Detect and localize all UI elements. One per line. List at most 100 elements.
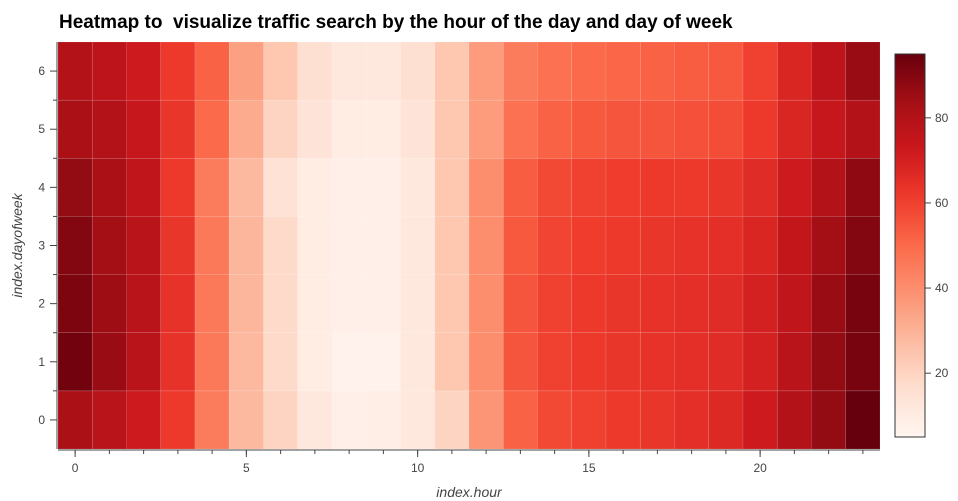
heatmap-cell: [845, 274, 881, 334]
heatmap-cell: [365, 332, 401, 392]
heatmap-cell: [502, 41, 538, 101]
y-tick-label: 2: [38, 297, 45, 311]
heatmap-cell: [708, 332, 744, 392]
heatmap-cell: [845, 157, 881, 217]
heatmap-cell: [228, 41, 264, 101]
heatmap-cell: [742, 99, 778, 159]
heatmap-cell: [331, 332, 367, 392]
heatmap-cell: [502, 274, 538, 334]
heatmap-cell: [297, 274, 333, 334]
heatmap-cell: [400, 274, 436, 334]
heatmap-cell: [537, 332, 573, 392]
heatmap-cell: [365, 274, 401, 334]
heatmap-cell: [228, 332, 264, 392]
heatmap-cell: [811, 41, 847, 101]
heatmap-cell: [126, 216, 162, 275]
heatmap-cell: [126, 332, 162, 392]
heatmap-cell: [537, 274, 573, 334]
heatmap-cell: [742, 157, 778, 217]
heatmap-cell: [605, 99, 641, 159]
x-tick-label: 5: [243, 461, 250, 475]
heatmap-cell: [194, 390, 230, 450]
heatmap-cell: [776, 157, 812, 217]
heatmap-cell: [400, 216, 436, 275]
heatmap-cell: [57, 216, 93, 275]
y-tick-label: 1: [38, 355, 45, 369]
heatmap-cell: [434, 274, 470, 334]
heatmap-cell: [468, 332, 504, 392]
heatmap-cell: [126, 274, 162, 334]
heatmap-cell: [708, 157, 744, 217]
heatmap-cell: [194, 274, 230, 334]
heatmap-cell: [160, 274, 196, 334]
heatmap-cell: [331, 216, 367, 275]
chart-title: Heatmap to visualize traffic search by t…: [59, 12, 733, 33]
heatmap-cell: [537, 41, 573, 101]
heatmap-cell: [468, 157, 504, 217]
heatmap-cell: [674, 274, 710, 334]
heatmap-cell: [91, 332, 127, 392]
x-tick-label: 0: [72, 461, 79, 475]
heatmap-cell: [776, 274, 812, 334]
heatmap-cell: [537, 390, 573, 450]
heatmap-cell: [57, 157, 93, 217]
heatmap-cell: [776, 41, 812, 101]
heatmap-cell: [502, 157, 538, 217]
heatmap-cell: [571, 216, 607, 275]
heatmap-cell: [331, 390, 367, 450]
heatmap-cell: [811, 274, 847, 334]
heatmap-cell: [126, 390, 162, 450]
heatmap-cell: [605, 390, 641, 450]
heatmap-cell: [708, 390, 744, 450]
colorbar-tick-label: 60: [935, 196, 949, 210]
heatmap-cell: [468, 274, 504, 334]
heatmap-cell: [571, 390, 607, 450]
colorbar: [894, 53, 926, 438]
heatmap-cell: [674, 332, 710, 392]
heatmap-cell: [674, 216, 710, 275]
heatmap-cell: [845, 41, 881, 101]
heatmap-cell: [57, 390, 93, 450]
heatmap-cell: [228, 274, 264, 334]
heatmap-cell: [845, 216, 881, 275]
heatmap-cell: [160, 390, 196, 450]
heatmap-cell: [811, 216, 847, 275]
heatmap-cell: [639, 41, 675, 101]
heatmap-cell: [297, 216, 333, 275]
heatmap-cell: [434, 390, 470, 450]
heatmap-cell: [228, 216, 264, 275]
heatmap-cell: [502, 390, 538, 450]
heatmap-cell: [126, 157, 162, 217]
heatmap-cell: [263, 41, 299, 101]
heatmap-cell: [194, 157, 230, 217]
heatmap-cell: [845, 332, 881, 392]
heatmap-cell: [365, 157, 401, 217]
heatmap-cell: [126, 99, 162, 159]
heatmap-cell: [434, 332, 470, 392]
heatmap-cell: [537, 216, 573, 275]
heatmap-cell: [639, 157, 675, 217]
heatmap-cell: [537, 157, 573, 217]
heatmap-cell: [708, 216, 744, 275]
heatmap-cell: [434, 157, 470, 217]
colorbar-tick-label: 20: [935, 366, 949, 380]
heatmap-cell: [776, 99, 812, 159]
heatmap-cell: [331, 99, 367, 159]
y-tick-label: 6: [38, 64, 45, 78]
heatmap-cell: [502, 216, 538, 275]
heatmap-cell: [742, 216, 778, 275]
heatmap-cell: [400, 157, 436, 217]
heatmap-cell: [811, 390, 847, 450]
heatmap-cell: [639, 216, 675, 275]
heatmap-cell: [91, 99, 127, 159]
heatmap-cell: [639, 390, 675, 450]
y-tick-label: 3: [38, 239, 45, 253]
heatmap-cell: [605, 216, 641, 275]
x-tick-label: 10: [411, 461, 425, 475]
heatmap-cell: [434, 41, 470, 101]
heatmap-cell: [91, 274, 127, 334]
y-tick-label: 0: [38, 413, 45, 427]
heatmap-cell: [263, 99, 299, 159]
colorbar-tick-label: 80: [935, 111, 949, 125]
